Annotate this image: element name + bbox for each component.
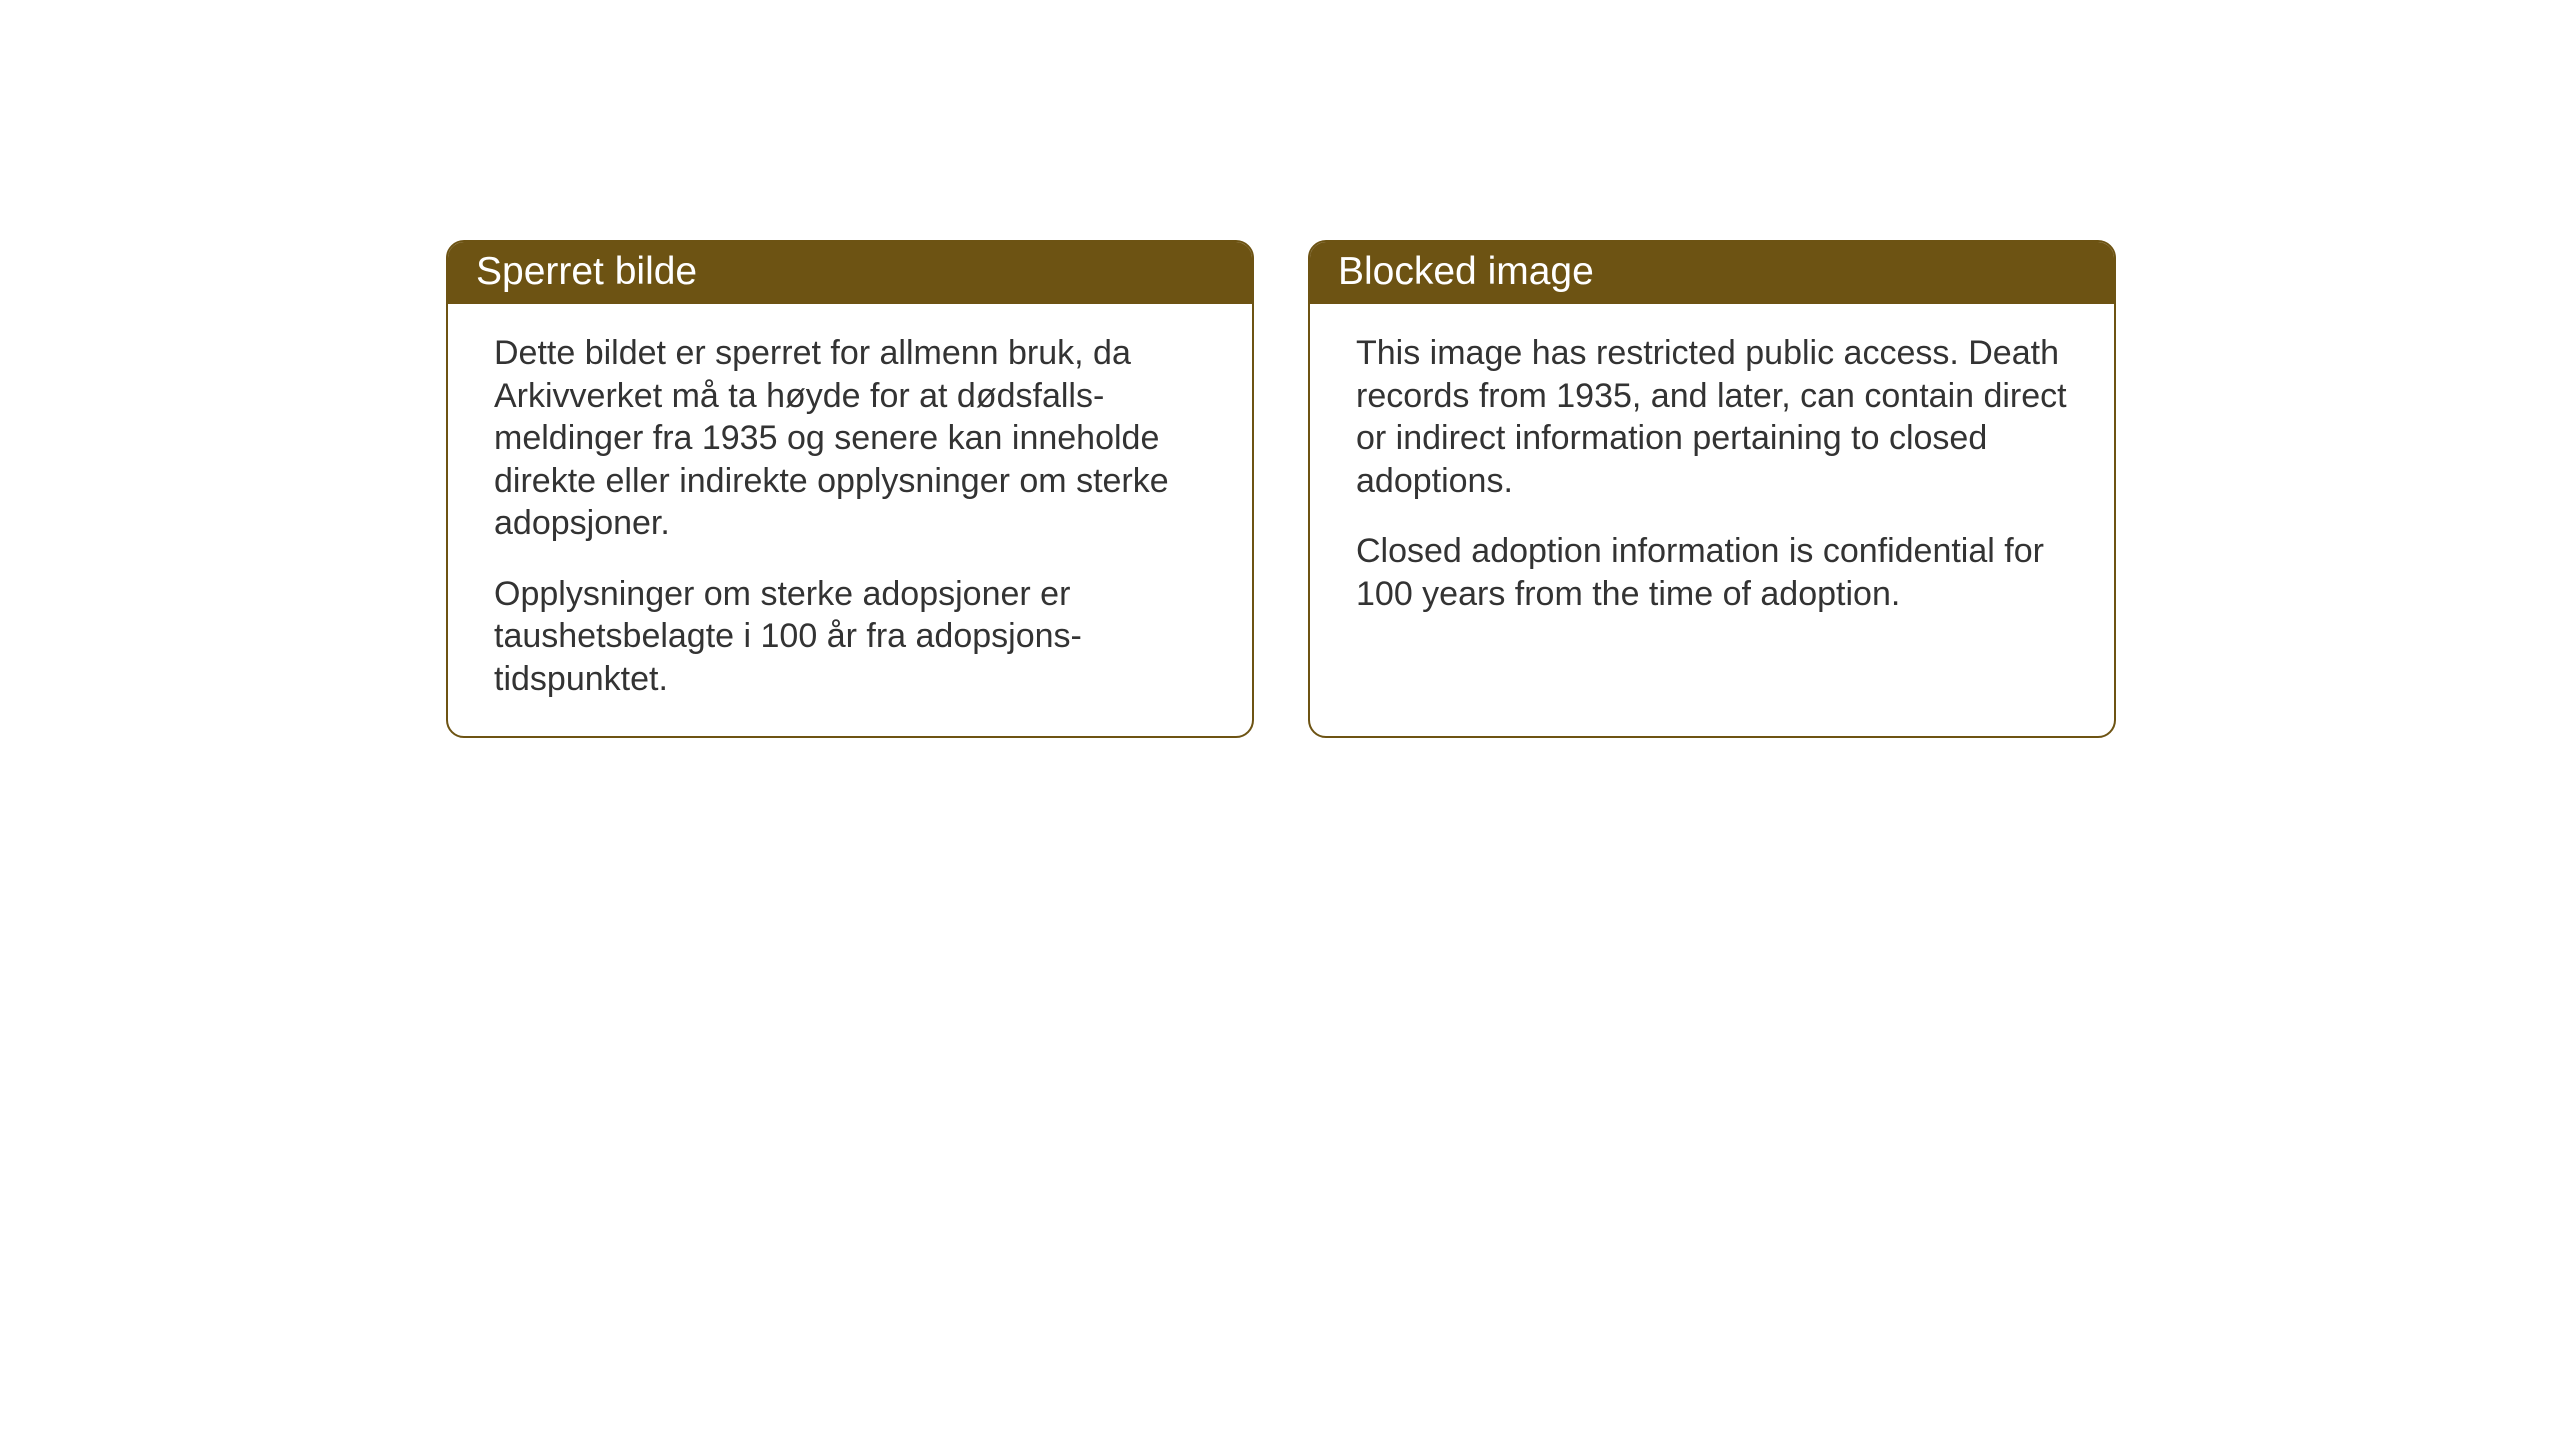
card-english: Blocked image This image has restricted … (1308, 240, 2116, 738)
card-header-norwegian: Sperret bilde (448, 242, 1252, 304)
cards-container: Sperret bilde Dette bildet er sperret fo… (446, 240, 2116, 738)
card-body-english: This image has restricted public access.… (1310, 304, 2114, 651)
card-paragraph: This image has restricted public access.… (1356, 332, 2068, 502)
card-title-english: Blocked image (1338, 250, 1594, 293)
card-paragraph: Closed adoption information is confident… (1356, 530, 2068, 615)
card-norwegian: Sperret bilde Dette bildet er sperret fo… (446, 240, 1254, 738)
card-header-english: Blocked image (1310, 242, 2114, 304)
card-paragraph: Dette bildet er sperret for allmenn bruk… (494, 332, 1206, 545)
card-paragraph: Opplysninger om sterke adopsjoner er tau… (494, 573, 1206, 701)
card-body-norwegian: Dette bildet er sperret for allmenn bruk… (448, 304, 1252, 736)
card-title-norwegian: Sperret bilde (476, 250, 697, 293)
